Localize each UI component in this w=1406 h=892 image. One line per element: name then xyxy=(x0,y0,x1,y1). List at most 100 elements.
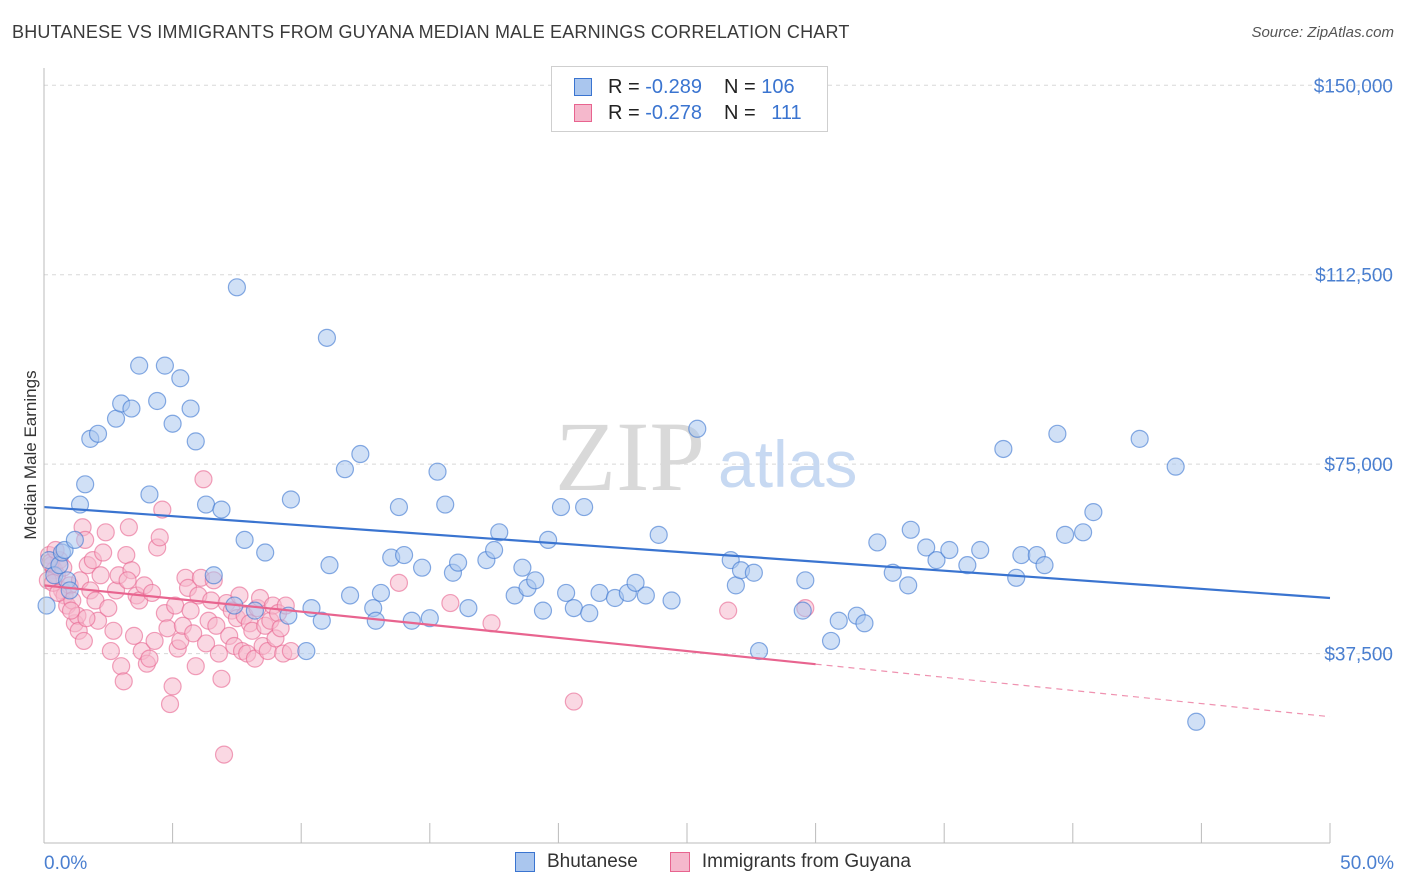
data-point xyxy=(142,583,162,603)
data-point xyxy=(649,525,668,544)
data-point xyxy=(281,490,301,509)
data-point xyxy=(61,601,81,620)
data-point xyxy=(160,694,180,714)
data-point xyxy=(186,657,205,676)
legend-r-label: R = xyxy=(608,101,646,124)
data-point xyxy=(389,497,409,517)
data-point xyxy=(37,596,56,615)
data-point xyxy=(793,601,812,620)
data-point xyxy=(245,601,265,620)
data-point xyxy=(351,444,370,464)
data-point xyxy=(901,520,920,539)
data-point xyxy=(65,530,84,550)
data-point xyxy=(145,631,164,651)
data-point xyxy=(335,460,355,479)
series-legend: Bhutanese Immigrants from Guyana xyxy=(515,851,911,873)
data-point xyxy=(940,540,959,560)
legend-swatch-pink xyxy=(574,104,592,122)
data-point xyxy=(163,677,182,696)
data-point xyxy=(590,583,609,603)
series-bhutanese-points xyxy=(37,278,1206,731)
data-point xyxy=(490,523,509,542)
guyana-legend-label: Immigrants from Guyana xyxy=(701,851,911,872)
watermark-zip: ZIP xyxy=(555,401,705,512)
data-point xyxy=(227,278,246,297)
data-point xyxy=(821,631,841,651)
data-point xyxy=(575,497,594,517)
data-point xyxy=(436,495,455,514)
data-point xyxy=(88,424,108,443)
y-tick-label: $37,500 xyxy=(1324,645,1393,666)
data-point xyxy=(513,558,532,577)
data-point xyxy=(448,553,468,572)
trend-lines xyxy=(43,505,1331,718)
data-point xyxy=(1055,525,1075,544)
data-point xyxy=(389,573,409,592)
legend-n-value: 111 xyxy=(771,101,802,124)
legend-row-guyana: R = -0.278 N = 111 xyxy=(574,101,802,125)
data-point xyxy=(297,641,316,661)
data-point xyxy=(122,399,141,418)
data-point xyxy=(1073,523,1093,542)
data-point xyxy=(130,356,149,375)
data-point xyxy=(855,614,874,633)
data-point xyxy=(140,485,159,504)
data-point xyxy=(899,576,918,595)
data-point xyxy=(626,573,645,592)
data-point xyxy=(158,619,177,638)
data-point xyxy=(662,591,681,610)
data-point xyxy=(76,475,95,494)
data-point xyxy=(420,609,439,628)
data-point xyxy=(394,545,414,565)
data-point xyxy=(235,530,254,550)
data-point xyxy=(580,604,599,623)
stats-legend: R = -0.289 N = 106 R = -0.278 N = 111 xyxy=(551,66,828,132)
data-point xyxy=(150,528,169,547)
legend-n-value: 106 xyxy=(761,75,795,98)
data-point xyxy=(196,495,216,514)
data-point xyxy=(60,581,79,600)
data-point xyxy=(202,591,221,610)
data-point xyxy=(181,601,200,620)
data-point xyxy=(749,641,769,661)
data-point xyxy=(551,497,571,517)
data-point xyxy=(214,745,234,764)
data-point xyxy=(140,649,159,668)
data-point xyxy=(688,419,707,438)
data-point xyxy=(117,545,136,565)
data-point xyxy=(1084,503,1103,522)
data-point xyxy=(539,530,558,550)
data-point xyxy=(118,571,137,590)
watermark-atlas: atlas xyxy=(718,427,857,501)
data-point xyxy=(99,598,118,618)
trend-line-dashed xyxy=(815,663,1331,718)
data-point xyxy=(441,593,460,613)
data-point xyxy=(96,523,115,542)
legend-n-label: N = xyxy=(723,101,762,124)
data-point xyxy=(204,566,223,585)
data-point xyxy=(212,669,231,688)
data-point xyxy=(883,563,902,582)
data-point xyxy=(1012,545,1031,565)
data-point xyxy=(212,500,231,519)
data-point xyxy=(927,551,946,570)
data-point xyxy=(428,462,447,481)
chart-source: Source: ZipAtlas.com xyxy=(1251,24,1394,41)
data-point xyxy=(564,598,583,618)
data-point xyxy=(281,641,301,661)
y-tick-label: $75,000 xyxy=(1324,455,1393,476)
data-point xyxy=(796,571,815,590)
data-point xyxy=(726,576,745,595)
data-point xyxy=(1130,429,1149,448)
data-point xyxy=(371,583,391,603)
y-tick-label: $150,000 xyxy=(1314,76,1393,97)
data-point xyxy=(402,611,421,630)
guyana-swatch xyxy=(669,852,690,872)
data-point xyxy=(209,644,228,663)
trend-line-solid xyxy=(43,584,816,666)
data-point xyxy=(533,601,553,620)
chart-title: BHUTANESE VS IMMIGRANTS FROM GUYANA MEDI… xyxy=(12,22,850,42)
legend-r-value: -0.278 xyxy=(645,101,702,124)
data-point xyxy=(153,500,172,519)
